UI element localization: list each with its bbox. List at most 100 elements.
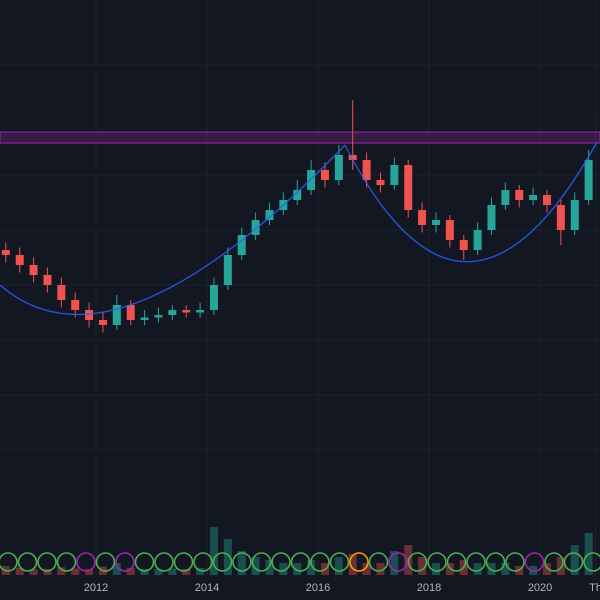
candle-body [168,310,177,315]
volume-bar [112,563,121,575]
candle-body [320,170,329,180]
event-marker [0,552,18,572]
event-marker [368,552,389,572]
volume-bar [251,557,260,575]
candle-body [237,235,246,255]
volume-bar [182,569,191,575]
volume-bar [237,551,246,575]
volume-bar [57,567,66,575]
event-marker [251,552,272,572]
candle-body [57,285,66,300]
event-marker [76,552,96,572]
event-marker [583,552,600,572]
candle-body [570,200,579,230]
event-marker [95,552,116,572]
volume-bar [376,563,385,575]
resistance-band [0,131,600,144]
volume-bar [126,567,135,575]
candle-body [154,315,163,318]
event-marker [193,552,213,572]
candle-body [334,155,343,180]
volume-bar [71,568,80,575]
event-marker [446,552,467,572]
candle-body [112,305,121,325]
volume-bar [293,563,302,575]
volume-bar [140,569,149,575]
volume-bar [542,563,551,575]
x-tick-label: Th [589,582,600,594]
volume-bar [570,545,579,575]
candle-body [265,210,274,220]
candle-body [126,305,135,320]
event-marker [544,552,564,572]
candle-body [196,310,205,313]
resistance-band-group [0,131,600,144]
event-marker [466,552,486,572]
candle-body [71,300,80,310]
candle-body [15,255,24,265]
candle-body [473,230,482,250]
volume-bar [279,563,288,575]
candle-body [445,220,454,240]
volume-bar [473,563,482,575]
x-tick-label: 2016 [306,582,330,594]
volume-bar [390,551,399,575]
volume-bar [348,554,357,575]
x-tick-label: 2012 [84,582,108,594]
event-marker [407,552,428,572]
candle-body [251,220,260,235]
candle-body [29,265,38,275]
volume-bar [168,568,177,575]
volume-bar [29,569,38,575]
candle-body [293,190,302,200]
event-marker [485,552,506,572]
volume-bar [418,557,427,575]
candle-body [404,165,413,210]
cup-curve [344,141,598,263]
candle-body [556,205,565,230]
volume-bar [43,569,52,575]
candle-body [418,210,427,225]
x-tick-label: 2020 [528,582,552,594]
volume-bar [196,567,205,575]
volume-bar [334,557,343,575]
event-marker [232,552,252,572]
x-tick-label: 2014 [195,582,219,594]
volume-bar [223,539,232,575]
event-marker [37,552,57,572]
candle-body [182,310,191,313]
volume-bar [209,527,218,575]
event-marker [505,552,525,572]
volume-bar [362,563,371,575]
candle-body [209,285,218,310]
candle-body [390,165,399,185]
event-marker [290,552,311,572]
event-marker [524,552,545,572]
event-marker [154,552,174,572]
volume-bar [307,560,316,575]
event-marker [271,552,291,572]
volume-bar [556,557,565,575]
grid [0,0,600,575]
candle-body [348,155,357,160]
x-axis: 2012 2014 2016 2018 2020 Th [84,582,600,594]
event-marker [427,552,447,572]
candle-body [376,180,385,185]
event-marker [212,552,233,572]
volume-bar [431,563,440,575]
event-marker [388,552,408,572]
candle-body [140,317,149,320]
event-marker [329,552,350,572]
cup-curve [0,144,346,315]
event-marker [349,552,369,572]
x-tick-label: 2018 [417,582,441,594]
volume-bar [154,569,163,575]
candle-body [98,320,107,325]
event-marker [563,552,584,572]
event-marker [310,552,330,572]
volume-bar [85,569,94,575]
event-marker [134,552,155,572]
